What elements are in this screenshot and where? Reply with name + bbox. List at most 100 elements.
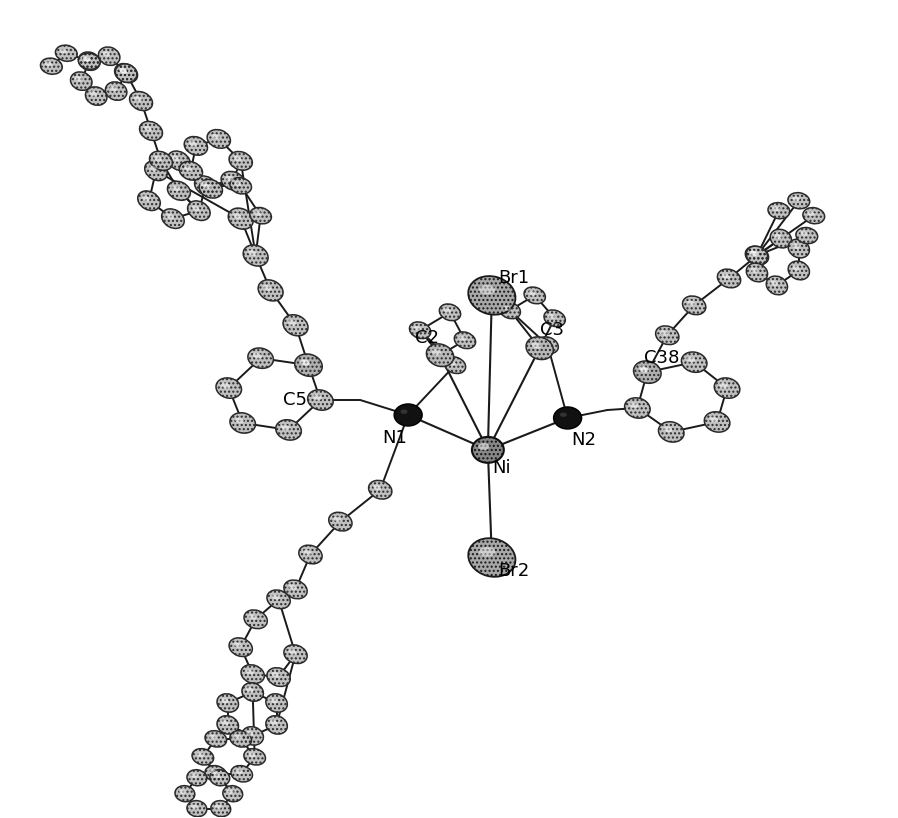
Ellipse shape [233, 213, 242, 219]
Ellipse shape [432, 349, 441, 356]
Ellipse shape [144, 126, 152, 132]
Ellipse shape [199, 179, 223, 198]
Ellipse shape [139, 121, 163, 141]
Ellipse shape [209, 770, 216, 774]
Ellipse shape [249, 614, 257, 620]
Ellipse shape [639, 366, 648, 372]
Ellipse shape [191, 804, 198, 809]
Ellipse shape [229, 638, 252, 657]
Ellipse shape [211, 801, 231, 816]
Ellipse shape [658, 422, 684, 442]
Ellipse shape [560, 412, 567, 417]
Ellipse shape [394, 404, 422, 426]
Ellipse shape [191, 774, 198, 778]
Ellipse shape [242, 683, 263, 701]
Ellipse shape [528, 291, 535, 296]
Ellipse shape [796, 227, 818, 244]
Ellipse shape [792, 266, 800, 271]
Ellipse shape [145, 161, 167, 181]
Ellipse shape [459, 336, 466, 340]
Ellipse shape [78, 52, 100, 70]
Ellipse shape [479, 285, 496, 294]
Ellipse shape [221, 698, 229, 703]
Ellipse shape [187, 801, 207, 816]
Ellipse shape [215, 804, 222, 809]
Ellipse shape [205, 766, 226, 782]
Ellipse shape [209, 735, 216, 739]
Ellipse shape [449, 361, 456, 366]
Ellipse shape [479, 547, 496, 556]
Ellipse shape [223, 785, 242, 802]
Ellipse shape [233, 642, 242, 648]
Ellipse shape [709, 416, 718, 422]
Text: C5: C5 [283, 391, 306, 409]
Ellipse shape [197, 753, 204, 757]
Ellipse shape [172, 186, 180, 191]
Ellipse shape [770, 281, 778, 286]
Ellipse shape [266, 694, 287, 712]
Text: C38: C38 [645, 349, 680, 367]
Ellipse shape [83, 56, 90, 61]
Ellipse shape [532, 342, 541, 348]
Ellipse shape [192, 205, 199, 211]
Ellipse shape [231, 766, 252, 782]
Ellipse shape [746, 263, 768, 282]
Ellipse shape [300, 359, 310, 366]
Ellipse shape [267, 667, 290, 686]
Ellipse shape [284, 645, 307, 663]
Ellipse shape [270, 720, 277, 726]
Ellipse shape [774, 234, 782, 239]
Ellipse shape [246, 669, 254, 675]
Ellipse shape [263, 285, 271, 291]
Ellipse shape [267, 590, 290, 609]
Ellipse shape [722, 273, 730, 279]
Ellipse shape [271, 672, 279, 677]
Ellipse shape [246, 687, 253, 693]
Ellipse shape [234, 182, 242, 187]
Ellipse shape [149, 151, 172, 170]
Ellipse shape [187, 770, 207, 786]
Ellipse shape [800, 231, 808, 236]
Ellipse shape [167, 181, 190, 200]
Ellipse shape [248, 348, 273, 368]
Ellipse shape [212, 134, 220, 139]
Ellipse shape [751, 250, 758, 256]
Ellipse shape [454, 332, 476, 348]
Ellipse shape [180, 161, 203, 180]
Ellipse shape [276, 420, 302, 440]
Ellipse shape [427, 344, 453, 366]
Ellipse shape [115, 64, 137, 83]
Ellipse shape [409, 322, 431, 339]
Ellipse shape [504, 306, 511, 311]
Ellipse shape [281, 425, 290, 430]
Ellipse shape [524, 287, 545, 303]
Ellipse shape [634, 361, 661, 384]
Ellipse shape [288, 320, 296, 326]
Ellipse shape [45, 62, 52, 66]
Ellipse shape [105, 82, 127, 101]
Ellipse shape [288, 584, 296, 590]
Ellipse shape [439, 304, 461, 321]
Ellipse shape [283, 315, 308, 336]
Ellipse shape [788, 261, 809, 280]
Ellipse shape [40, 58, 62, 74]
Ellipse shape [184, 137, 207, 155]
Ellipse shape [468, 538, 515, 577]
Ellipse shape [205, 730, 226, 747]
Ellipse shape [254, 211, 261, 216]
Ellipse shape [244, 610, 268, 629]
Ellipse shape [149, 165, 157, 172]
Ellipse shape [704, 411, 730, 432]
Ellipse shape [217, 716, 239, 734]
Ellipse shape [746, 246, 768, 265]
Ellipse shape [129, 92, 153, 110]
Ellipse shape [444, 308, 451, 312]
Ellipse shape [682, 352, 707, 372]
Ellipse shape [526, 337, 553, 360]
Ellipse shape [472, 437, 504, 463]
Ellipse shape [85, 87, 107, 106]
Ellipse shape [629, 402, 638, 408]
Ellipse shape [295, 355, 321, 375]
Ellipse shape [78, 53, 100, 70]
Ellipse shape [228, 208, 253, 229]
